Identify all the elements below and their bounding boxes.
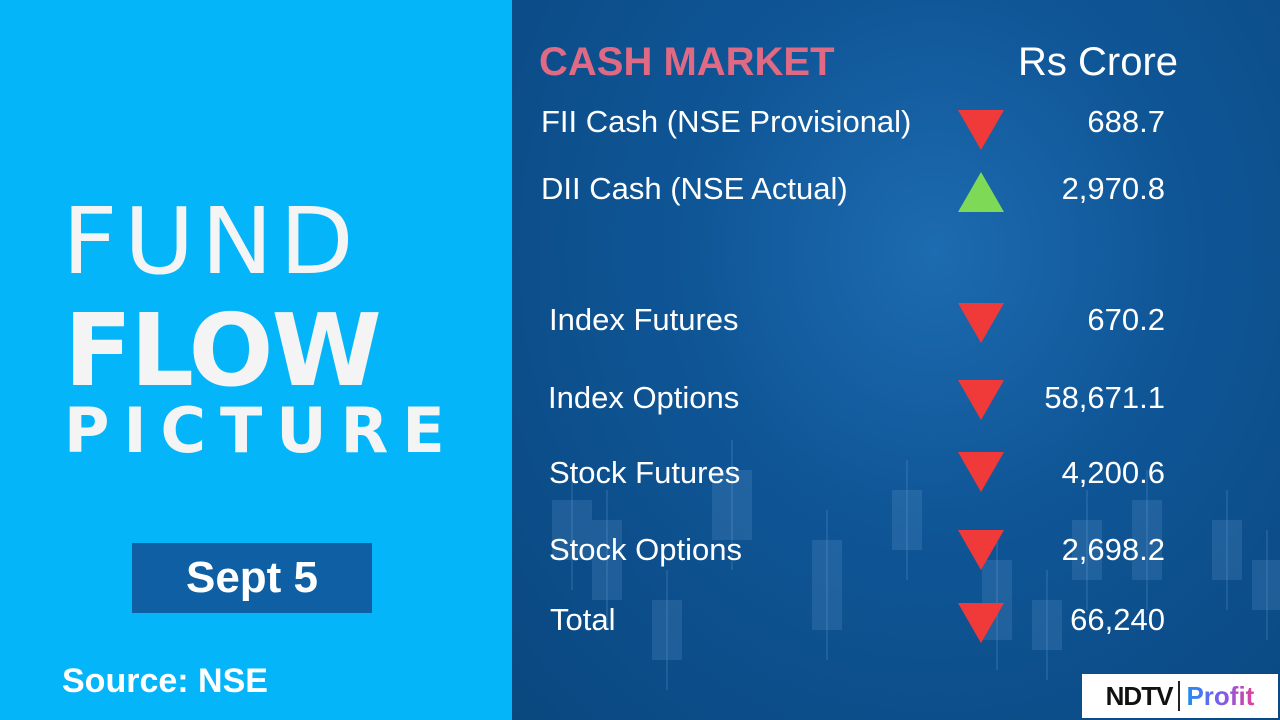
chart-candle-decoration	[1252, 560, 1280, 610]
down-arrow-icon	[958, 303, 1004, 343]
fund-flow-row: Stock Options 2,698.2	[0, 530, 1280, 572]
chart-candle-decoration	[652, 600, 682, 660]
down-arrow-icon	[958, 110, 1004, 150]
title-panel: FUND FLOW PICTURE Sept 5 Source: NSE	[0, 0, 512, 720]
fund-flow-row: Index Futures 670.2	[0, 302, 1280, 343]
up-arrow-icon	[958, 172, 1004, 212]
chart-wick-decoration	[1086, 490, 1088, 610]
data-panel	[512, 0, 1280, 720]
title-fund: FUND	[62, 188, 361, 295]
chart-candle-decoration	[552, 500, 592, 560]
row-value: 2,970.8	[1061, 171, 1165, 206]
chart-candle-decoration	[1032, 600, 1062, 650]
row-label: DII Cash (NSE Actual)	[541, 171, 848, 206]
chart-wick-decoration	[606, 490, 608, 630]
section-title: CASH MARKET	[539, 40, 835, 84]
row-value: 4,200.6	[1061, 455, 1165, 490]
row-label: FII Cash (NSE Provisional)	[541, 104, 912, 139]
row-label: Total	[550, 602, 616, 637]
logo-brand: NDTV	[1105, 680, 1174, 711]
fund-flow-row: Index Options 58,671.1	[0, 380, 1280, 420]
row-value: 688.7	[1087, 104, 1165, 139]
source-label: Source: NSE	[62, 662, 268, 700]
chart-wick-decoration	[996, 530, 998, 670]
down-arrow-icon	[958, 530, 1004, 570]
chart-wick-decoration	[906, 460, 908, 580]
row-label: Stock Futures	[549, 455, 741, 490]
row-value: 2,698.2	[1061, 532, 1165, 567]
chart-wick-decoration	[1266, 530, 1268, 640]
row-value: 670.2	[1087, 302, 1165, 337]
down-arrow-icon	[958, 603, 1004, 643]
fund-flow-row: Stock Futures 4,200.6	[0, 452, 1280, 495]
chart-candle-decoration	[1132, 500, 1162, 580]
fund-flow-row: DII Cash (NSE Actual) 2,970.8	[0, 171, 1280, 212]
chart-candle-decoration	[712, 470, 752, 540]
chart-candle-decoration	[812, 540, 842, 630]
fund-flow-row: FII Cash (NSE Provisional) 688.7	[0, 104, 1280, 150]
chart-candle-decoration	[892, 490, 922, 550]
logo-product: Profit	[1186, 680, 1255, 711]
chart-candle-decoration	[1072, 520, 1102, 580]
chart-candle-decoration	[592, 520, 622, 600]
down-arrow-icon	[958, 452, 1004, 492]
chart-wick-decoration	[1146, 470, 1148, 610]
row-label: Stock Options	[549, 532, 742, 567]
chart-wick-decoration	[1226, 490, 1228, 610]
chart-candle-decoration	[1212, 520, 1242, 580]
chart-wick-decoration	[731, 440, 733, 570]
chart-wick-decoration	[571, 470, 573, 590]
chart-wick-decoration	[1046, 570, 1048, 680]
fund-flow-row: Total 66,240	[0, 602, 1280, 643]
unit-label: Rs Crore	[1018, 40, 1179, 84]
row-value: 66,240	[1070, 602, 1165, 637]
ndtv-profit-logo: NDTV Profit	[1082, 674, 1278, 718]
row-value: 58,671.1	[1044, 380, 1165, 415]
chart-wick-decoration	[826, 510, 828, 660]
date-badge: Sept 5	[132, 543, 372, 613]
title-picture: PICTURE	[64, 394, 459, 467]
row-label: Index Futures	[549, 302, 739, 337]
logo-divider	[1178, 681, 1181, 711]
chart-wick-decoration	[666, 570, 668, 690]
down-arrow-icon	[958, 380, 1004, 420]
title-flow: FLOW	[64, 292, 382, 409]
row-label: Index Options	[548, 380, 740, 415]
